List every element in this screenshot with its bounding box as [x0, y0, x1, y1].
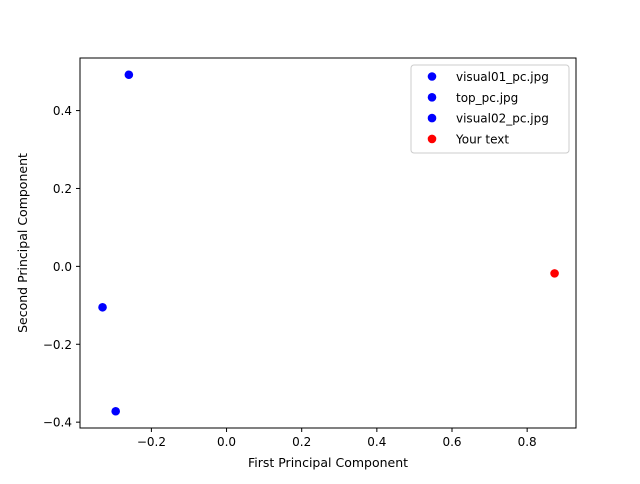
x-tick-label: 0.2 [292, 435, 311, 449]
y-tick-label: 0.0 [53, 260, 72, 274]
legend-marker-2 [427, 113, 437, 123]
plot-frame [79, 57, 577, 429]
x-tick-label: 0.0 [217, 435, 236, 449]
legend-box [410, 64, 570, 154]
data-point-series-0-0 [124, 70, 134, 80]
legend-label-2: visual02_pc.jpg [456, 112, 549, 126]
legend-label-3: Your text [455, 132, 509, 146]
x-tick-label: 0.8 [518, 435, 537, 449]
data-points [98, 70, 559, 416]
data-point-series-3-0 [550, 269, 559, 278]
y-tick-label: −0.2 [43, 338, 72, 352]
y-axis-ticks: −0.4 −0.2 0.0 0.2 0.4 [43, 104, 80, 430]
legend-label-0: visual01_pc.jpg [456, 70, 549, 84]
x-tick-label: −0.2 [137, 435, 166, 449]
x-tick-label: 0.4 [367, 435, 386, 449]
legend-marker-3 [427, 134, 437, 144]
x-tick-label: 0.6 [442, 435, 461, 449]
y-tick-label: −0.4 [43, 416, 72, 430]
legend-marker-0 [427, 72, 437, 81]
legend-label-1: top_pc.jpg [456, 91, 518, 105]
legend: visual01_pc.jpg top_pc.jpg visual02_pc.jpg… [410, 64, 570, 154]
legend-marker-1 [427, 93, 437, 102]
data-point-series-1-0 [98, 302, 107, 312]
y-axis-label: Second Principal Component [15, 153, 30, 333]
y-tick-label: 0.2 [53, 182, 72, 196]
x-axis-ticks: −0.2 0.0 0.2 0.4 0.6 0.8 [137, 428, 537, 449]
y-tick-label: 0.4 [53, 104, 72, 118]
data-point-series-2-0 [111, 406, 120, 416]
x-axis-label: First Principal Component [248, 455, 408, 470]
